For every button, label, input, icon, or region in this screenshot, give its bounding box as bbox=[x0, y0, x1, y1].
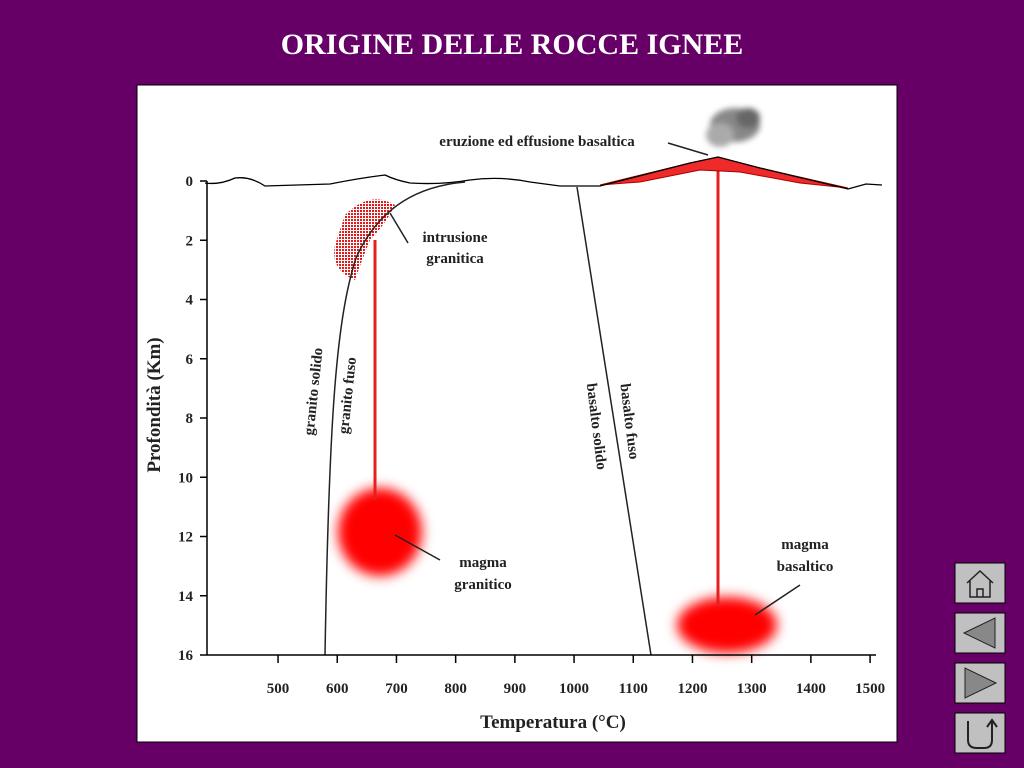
leader-line bbox=[394, 534, 441, 561]
y-tick-label: 0 bbox=[186, 174, 194, 190]
y-tick-label: 10 bbox=[178, 470, 193, 486]
x-tick-label: 1300 bbox=[737, 681, 767, 697]
previous-icon bbox=[962, 617, 996, 649]
next-button[interactable] bbox=[954, 662, 1006, 704]
leader-line bbox=[667, 142, 709, 156]
return-icon bbox=[967, 718, 998, 749]
x-tick-label: 1000 bbox=[559, 681, 589, 697]
x-tick-label: 500 bbox=[267, 681, 290, 697]
axes: 500 600 700 800 900 1000 1100 1200 1300 1400 1500 0… bbox=[178, 174, 885, 697]
granite-solidus bbox=[324, 181, 466, 656]
x-axis-title: Temperatura (°C) bbox=[480, 712, 626, 733]
basalt-solidus bbox=[576, 186, 652, 656]
home-icon bbox=[966, 569, 994, 598]
eruption-cloud bbox=[706, 108, 760, 147]
next-icon bbox=[964, 667, 998, 699]
y-tick-label: 6 bbox=[186, 352, 194, 368]
home-button[interactable] bbox=[954, 562, 1006, 604]
annotation: intrusione bbox=[422, 230, 487, 246]
annotation: granitica bbox=[426, 251, 484, 267]
button-frame bbox=[954, 712, 1006, 754]
y-tick-label: 2 bbox=[186, 233, 194, 249]
x-tick-label: 1500 bbox=[855, 681, 885, 697]
annotation: eruzione ed effusione basaltica bbox=[439, 134, 635, 150]
annotation: basaltico bbox=[777, 559, 834, 575]
annotation: granitico bbox=[454, 577, 512, 593]
y-axis-title: Profondità (Km) bbox=[144, 337, 165, 472]
leader-line bbox=[389, 212, 409, 244]
x-tick-label: 1100 bbox=[619, 681, 648, 697]
x-tick-label: 1200 bbox=[677, 681, 707, 697]
x-tick-label: 1400 bbox=[796, 681, 826, 697]
return-button[interactable] bbox=[954, 712, 1006, 754]
diagram-panel bbox=[136, 84, 898, 743]
x-tick-label: 900 bbox=[504, 681, 527, 697]
y-tick-label: 8 bbox=[186, 411, 194, 427]
leader-line bbox=[754, 584, 801, 616]
ground-surface bbox=[204, 156, 883, 190]
y-tick-label: 16 bbox=[178, 648, 194, 664]
annotation: magma bbox=[781, 537, 829, 553]
previous-button[interactable] bbox=[954, 612, 1006, 654]
x-tick-label: 700 bbox=[385, 681, 408, 697]
slide-title: ORIGINE DELLE ROCCE IGNEE bbox=[281, 28, 744, 61]
x-tick-label: 800 bbox=[444, 681, 467, 697]
y-tick-label: 14 bbox=[178, 589, 194, 605]
x-tick-label: 600 bbox=[326, 681, 349, 697]
y-tick-label: 12 bbox=[178, 530, 193, 546]
granite-magma bbox=[338, 488, 422, 576]
granite-intrusion bbox=[334, 199, 395, 280]
y-tick-label: 4 bbox=[186, 293, 194, 309]
annotation: magma bbox=[459, 555, 507, 571]
basalt-magma bbox=[677, 597, 777, 653]
